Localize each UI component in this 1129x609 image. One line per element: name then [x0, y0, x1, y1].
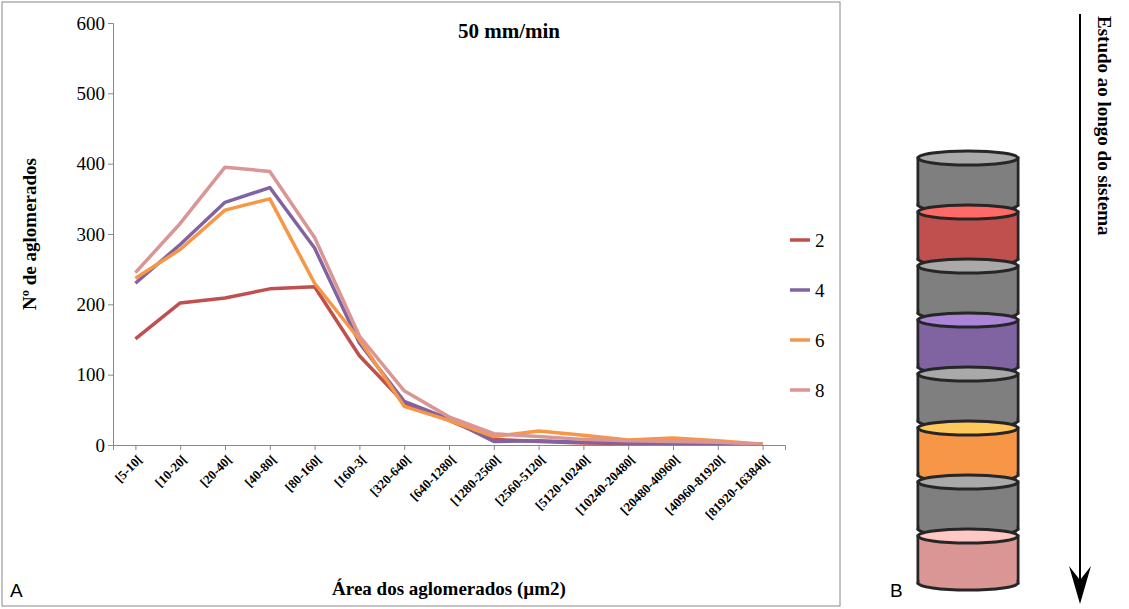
y-tick: 200	[77, 294, 114, 315]
y-tick: 100	[77, 364, 114, 385]
legend-label: 2	[815, 230, 825, 251]
y-tick-label: 200	[77, 294, 106, 315]
x-tick-mark	[628, 445, 629, 450]
cylinder	[918, 421, 1018, 482]
x-tick: [81920-163840[	[702, 445, 772, 522]
series-line	[135, 199, 762, 444]
cylinder-stack	[918, 151, 1018, 590]
series-line	[135, 167, 762, 444]
panel-frame	[2, 2, 840, 606]
y-tick-mark	[108, 375, 113, 376]
x-tick: [160-3[	[331, 445, 369, 490]
x-tick-mark	[539, 445, 540, 450]
x-tick-label: [81920-163840[	[702, 452, 772, 522]
x-tick-mark	[718, 445, 719, 450]
cylinder	[918, 205, 1018, 266]
y-tick: 500	[77, 83, 114, 104]
y-tick-mark	[108, 445, 113, 446]
x-tick-label: [10-20[	[152, 452, 190, 490]
x-tick: [80-160[	[282, 445, 325, 495]
plot-area	[135, 167, 762, 444]
x-tick-mark	[359, 445, 360, 450]
x-tick-mark	[270, 445, 271, 450]
y-tick-label: 500	[77, 83, 106, 104]
x-tick-mark	[180, 445, 181, 450]
legend-swatch	[790, 238, 810, 242]
x-tick: [5-10[	[112, 445, 146, 485]
x-axis: [5-10[[10-20[[20-40[[40-80[[80-160[[160-…	[112, 445, 786, 522]
x-tick-label: [40-80[	[241, 452, 279, 490]
series-line	[135, 188, 762, 445]
cylinder-top	[918, 421, 1018, 435]
legend: 2 4 6 8	[790, 230, 825, 401]
y-tick-mark	[108, 164, 113, 165]
cylinder-top	[918, 529, 1018, 543]
x-tick-mark	[225, 445, 226, 450]
y-axis: 0 100 200 300 400 500 600	[77, 13, 114, 456]
x-tick-mark	[494, 445, 495, 450]
panel-letter: B	[890, 580, 903, 601]
cylinder	[918, 367, 1018, 428]
x-tick-label: [160-3[	[331, 452, 369, 490]
x-tick-mark	[315, 445, 316, 450]
x-tick: [40-80[	[241, 445, 279, 490]
cylinder	[918, 313, 1018, 374]
y-tick-mark	[108, 234, 113, 235]
legend-swatch	[790, 388, 810, 392]
x-tick: [10-20[	[152, 445, 190, 490]
cylinder-top	[918, 475, 1018, 489]
cylinder	[918, 475, 1018, 536]
y-tick-label: 0	[96, 435, 106, 456]
panel-letter: A	[10, 580, 23, 601]
cylinder-top	[918, 313, 1018, 327]
x-tick-mark	[673, 445, 674, 450]
x-axis-title: Área dos aglomerados (µm2)	[332, 578, 566, 600]
cylinder	[918, 259, 1018, 320]
x-tick-mark	[135, 445, 136, 450]
y-tick: 400	[77, 153, 114, 174]
y-axis-title: Nº de aglomerados	[19, 158, 40, 310]
cylinder-top	[918, 151, 1018, 165]
x-tick-mark	[449, 445, 450, 450]
cylinder	[918, 151, 1018, 212]
x-tick: [320-640[	[367, 445, 414, 499]
legend-label: 8	[815, 380, 825, 401]
arrow-head	[1069, 566, 1091, 604]
arrow-shaft	[1079, 14, 1081, 585]
y-tick: 300	[77, 224, 114, 245]
cylinder	[918, 529, 1018, 590]
y-tick-label: 400	[77, 153, 106, 174]
chart-title: 50 mm/min	[458, 19, 560, 43]
y-tick-label: 600	[77, 13, 106, 34]
legend-label: 6	[815, 330, 825, 351]
x-tick-mark	[404, 445, 405, 450]
cylinder-top	[918, 205, 1018, 219]
x-tick: [20-40[	[197, 445, 235, 490]
x-axis-line	[114, 446, 786, 451]
y-tick-mark	[108, 23, 113, 24]
x-tick-mark	[763, 445, 764, 450]
y-tick-label: 300	[77, 224, 106, 245]
figure: 0100200300400500600[5-10[[10-20[[20-40[[…	[0, 0, 1129, 609]
y-tick: 0	[96, 435, 114, 456]
x-tick-mark	[583, 445, 584, 450]
y-tick-mark	[108, 304, 113, 305]
legend-label: 4	[815, 280, 825, 301]
x-tick-label: [80-160[	[282, 452, 325, 495]
y-tick-mark	[108, 93, 113, 94]
cylinder-top	[918, 367, 1018, 381]
cylinder-top	[918, 259, 1018, 273]
x-tick-label: [5-10[	[112, 452, 146, 486]
y-tick: 600	[77, 13, 114, 34]
arrow-label: Estudo ao longo do sistema	[1094, 16, 1115, 236]
legend-swatch	[790, 288, 810, 292]
y-axis-line	[108, 24, 114, 446]
y-tick-label: 100	[77, 364, 106, 385]
x-tick-label: [20-40[	[197, 452, 235, 490]
legend-swatch	[790, 338, 810, 342]
